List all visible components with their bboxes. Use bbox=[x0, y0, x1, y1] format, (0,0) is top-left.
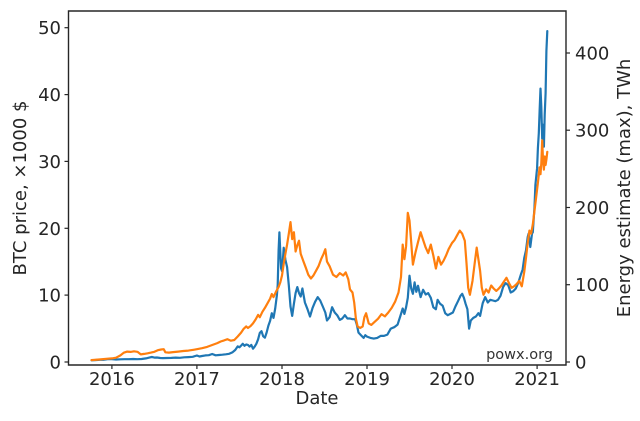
y-right-tick-label: 200 bbox=[575, 198, 609, 219]
y-right-tick-label: 400 bbox=[575, 44, 609, 65]
x-tick-label: 2021 bbox=[514, 369, 560, 390]
y-left-tick-label: 40 bbox=[38, 85, 61, 106]
y-left-tick-label: 10 bbox=[38, 286, 61, 307]
y-left-axis-label: BTC price, ×1000 $ bbox=[10, 101, 31, 276]
x-tick-label: 2016 bbox=[89, 369, 135, 390]
plot-spines bbox=[67, 10, 567, 366]
y-right-tick-label: 100 bbox=[575, 275, 609, 296]
y-left-axis-ticks: 0 10 20 30 40 50 bbox=[38, 18, 69, 374]
x-tick-label: 2018 bbox=[259, 369, 305, 390]
x-tick-label: 2020 bbox=[429, 369, 475, 390]
btc-price-line bbox=[90, 30, 549, 362]
series-lines bbox=[90, 30, 549, 362]
y-right-tick-label: 300 bbox=[575, 121, 609, 142]
y-left-tick-label: 30 bbox=[38, 152, 61, 173]
y-left-tick-label: 20 bbox=[38, 219, 61, 240]
watermark-text: powx.org bbox=[486, 347, 553, 363]
y-right-axis-label: Energy estimate (max), TWh bbox=[614, 59, 635, 318]
energy-estimate-line bbox=[90, 139, 549, 362]
y-right-axis-ticks: 0 100 200 300 400 bbox=[566, 44, 609, 374]
x-axis-label: Date bbox=[295, 388, 338, 409]
x-tick-label: 2017 bbox=[174, 369, 220, 390]
y-right-tick-label: 0 bbox=[575, 353, 586, 374]
x-axis-ticks: 2016 2017 2018 2019 2020 2021 bbox=[89, 365, 560, 390]
y-left-tick-label: 0 bbox=[50, 353, 61, 374]
y-left-tick-label: 50 bbox=[38, 18, 61, 39]
x-tick-label: 2019 bbox=[344, 369, 390, 390]
